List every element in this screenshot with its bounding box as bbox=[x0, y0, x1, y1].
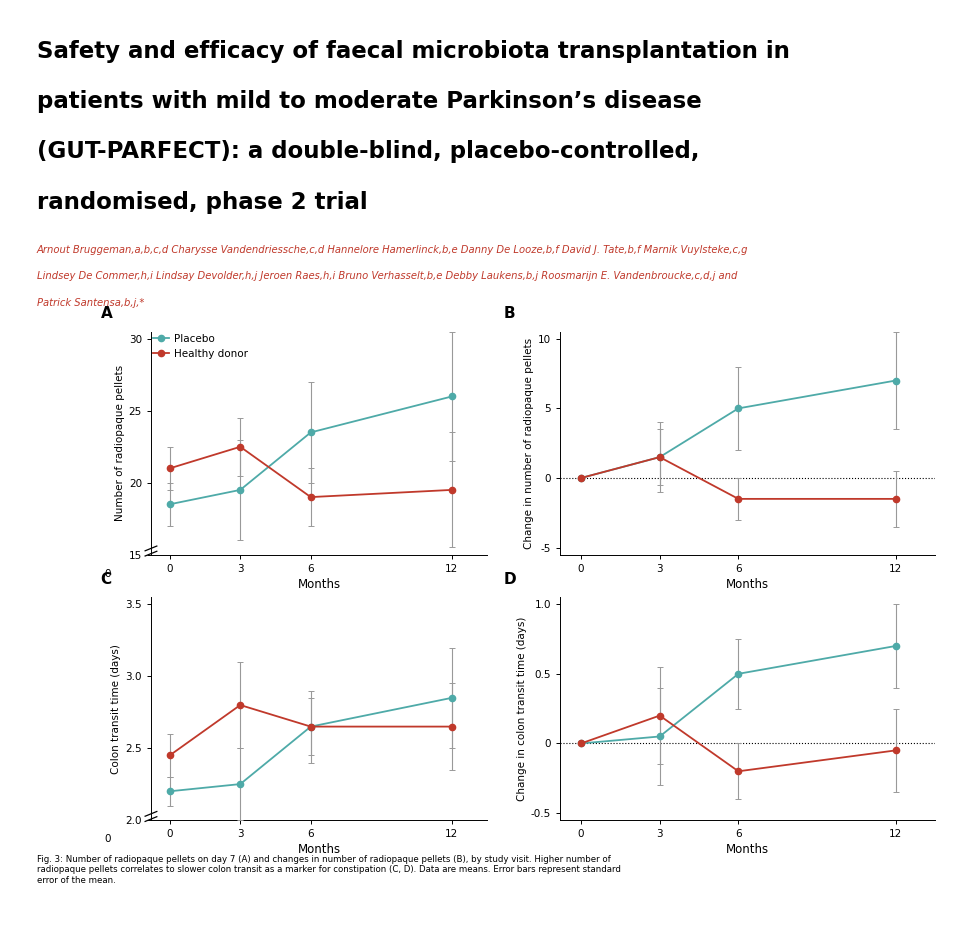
X-axis label: Months: Months bbox=[726, 577, 769, 591]
Y-axis label: Number of radiopaque pellets: Number of radiopaque pellets bbox=[115, 365, 125, 521]
Text: 0: 0 bbox=[104, 569, 111, 578]
Text: A: A bbox=[100, 306, 112, 321]
X-axis label: Months: Months bbox=[297, 577, 341, 591]
Text: Fig. 3: Number of radiopaque pellets on day 7 (A) and changes in number of radio: Fig. 3: Number of radiopaque pellets on … bbox=[37, 855, 620, 884]
Text: B: B bbox=[504, 306, 515, 321]
Y-axis label: Colon transit time (days): Colon transit time (days) bbox=[111, 644, 121, 774]
X-axis label: Months: Months bbox=[297, 843, 341, 856]
Text: Arnout Bruggeman,a,b,c,d Charysse Vandendriessche,c,d Hannelore Hamerlinck,b,e D: Arnout Bruggeman,a,b,c,d Charysse Vanden… bbox=[37, 245, 748, 255]
Text: patients with mild to moderate Parkinson’s disease: patients with mild to moderate Parkinson… bbox=[37, 90, 701, 113]
Text: Patrick Santensa,b,j,*: Patrick Santensa,b,j,* bbox=[37, 298, 144, 308]
Legend: Placebo, Healthy donor: Placebo, Healthy donor bbox=[153, 334, 248, 359]
Text: Safety and efficacy of faecal microbiota transplantation in: Safety and efficacy of faecal microbiota… bbox=[37, 40, 790, 63]
Text: D: D bbox=[504, 572, 516, 587]
Text: (GUT-PARFECT): a double-blind, placebo-controlled,: (GUT-PARFECT): a double-blind, placebo-c… bbox=[37, 140, 699, 163]
Text: Lindsey De Commer,h,i Lindsay Devolder,h,j Jeroen Raes,h,i Bruno Verhasselt,b,e : Lindsey De Commer,h,i Lindsay Devolder,h… bbox=[37, 271, 737, 282]
Text: randomised, phase 2 trial: randomised, phase 2 trial bbox=[37, 191, 367, 213]
Y-axis label: Change in colon transit time (days): Change in colon transit time (days) bbox=[516, 616, 527, 801]
X-axis label: Months: Months bbox=[726, 843, 769, 856]
Text: 0: 0 bbox=[104, 834, 111, 844]
Text: C: C bbox=[100, 572, 112, 587]
Y-axis label: Change in number of radiopaque pellets: Change in number of radiopaque pellets bbox=[524, 337, 534, 549]
